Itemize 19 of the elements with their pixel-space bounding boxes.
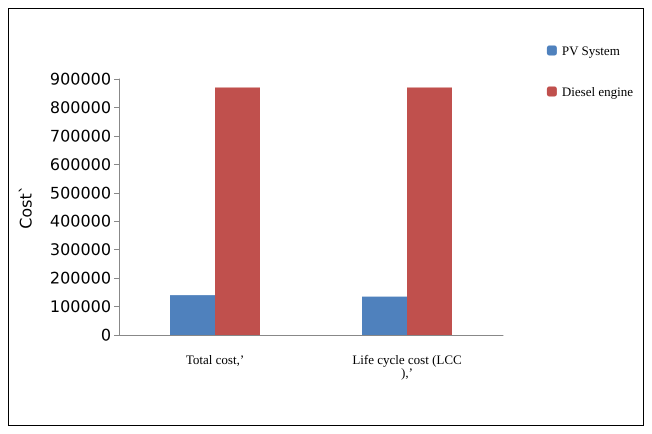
y-tick-label: 500000: [50, 183, 111, 202]
x-tick-label: Total cost,’: [186, 352, 244, 367]
bar: [362, 296, 407, 335]
y-tick-label: 200000: [50, 268, 111, 288]
y-tick-label: 100000: [50, 297, 111, 316]
bar: [215, 88, 260, 335]
y-tick-label: 700000: [50, 126, 111, 146]
legend-label: Diesel engine: [562, 84, 634, 99]
y-tick-label: 0: [100, 326, 111, 344]
bar: [170, 295, 215, 335]
y-tick-label: 900000: [50, 70, 111, 88]
x-tick-label: Life cycle cost (LCC),’: [352, 352, 462, 380]
y-tick-label: 300000: [50, 240, 111, 260]
y-tick-label: 800000: [50, 98, 111, 117]
y-tick-label: 400000: [50, 212, 111, 231]
y-axis-title: Cost`: [16, 185, 36, 229]
y-tick-label: 600000: [50, 154, 111, 174]
bar: [407, 88, 452, 335]
legend-label: PV System: [562, 43, 620, 58]
